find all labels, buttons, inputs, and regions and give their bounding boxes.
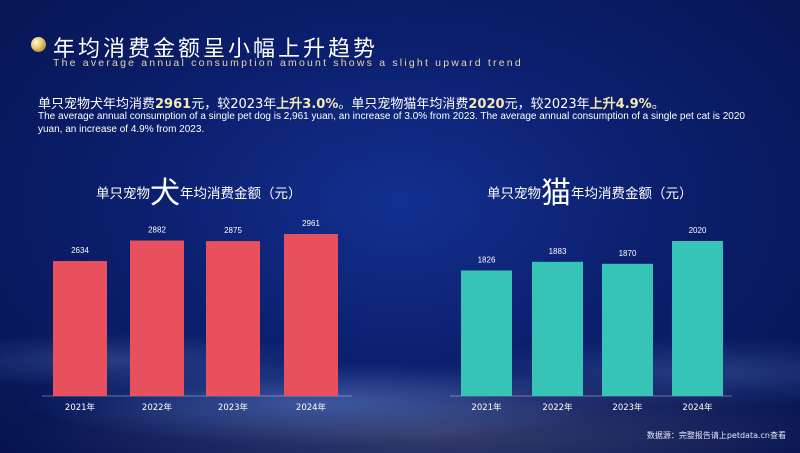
cat-value-label: 2020 bbox=[689, 226, 707, 235]
dog-value-label: 2882 bbox=[148, 226, 166, 235]
cat-category-label: 2022年 bbox=[542, 402, 573, 413]
cat-value-label: 1826 bbox=[478, 255, 496, 264]
cat-category-label: 2021年 bbox=[471, 402, 502, 413]
dog-bar-2023年 bbox=[206, 241, 260, 396]
summary-highlight: 上升3.0% bbox=[276, 97, 339, 112]
cat-category-label: 2023年 bbox=[612, 402, 643, 413]
summary-cn: 单只宠物犬年均消费2961元，较2023年上升3.0%。单只宠物猫年均消费202… bbox=[38, 93, 665, 112]
dog-category-label: 2023年 bbox=[218, 402, 249, 413]
cat-title-big: 猫 bbox=[541, 176, 571, 211]
cat-bar-2023年 bbox=[602, 263, 653, 396]
dog-bar-2021年 bbox=[53, 261, 107, 396]
summary-text: 。 bbox=[651, 97, 665, 112]
dog-value-label: 2634 bbox=[71, 246, 89, 255]
summary-highlight: 2020 bbox=[468, 97, 505, 112]
title-bullet-icon bbox=[31, 37, 46, 52]
summary-text: 单只宠物犬年均消费 bbox=[38, 97, 156, 112]
dog-title-big: 犬 bbox=[150, 176, 180, 211]
dog-title-pre: 单只宠物 bbox=[96, 186, 150, 202]
dog-value-label: 2961 bbox=[302, 219, 320, 228]
dog-category-label: 2022年 bbox=[142, 402, 173, 413]
cat-category-label: 2024年 bbox=[682, 402, 713, 413]
summary-text: 元，较2023年 bbox=[504, 97, 590, 112]
dog-chart-title: 单只宠物犬年均消费金额（元） bbox=[96, 168, 302, 212]
cat-bar-2022年 bbox=[532, 261, 583, 396]
cat-bar-2021年 bbox=[461, 270, 512, 396]
page-subtitle: The average annual consumption amount sh… bbox=[53, 57, 523, 69]
dog-title-post: 年均消费金额（元） bbox=[180, 186, 302, 202]
summary-highlight: 2961 bbox=[155, 97, 192, 112]
dog-category-label: 2021年 bbox=[65, 402, 96, 413]
page-title: 年均消费金额呈小幅上升趋势 bbox=[53, 37, 379, 62]
cat-chart-title: 单只宠物猫年均消费金额（元） bbox=[487, 168, 693, 212]
cat-value-label: 1883 bbox=[549, 247, 567, 256]
summary-en: The average annual consumption of a sing… bbox=[38, 111, 745, 135]
cat-title-post: 年均消费金额（元） bbox=[571, 186, 693, 202]
dog-bar-2022年 bbox=[130, 240, 184, 396]
summary-text: 元，较2023年 bbox=[191, 97, 277, 112]
cat-title-pre: 单只宠物 bbox=[487, 186, 541, 202]
dog-value-label: 2875 bbox=[224, 226, 242, 235]
summary-highlight: 上升4.9% bbox=[589, 97, 652, 112]
data-source-note: 数据源：完整报告请上petdata.cn查看 bbox=[646, 431, 786, 440]
dog-bar-2024年 bbox=[284, 234, 338, 396]
cat-bar-2024年 bbox=[672, 241, 723, 396]
dog-category-label: 2024年 bbox=[296, 402, 327, 413]
cat-value-label: 1870 bbox=[619, 249, 637, 258]
summary-text: 。单只宠物猫年均消费 bbox=[338, 97, 469, 112]
